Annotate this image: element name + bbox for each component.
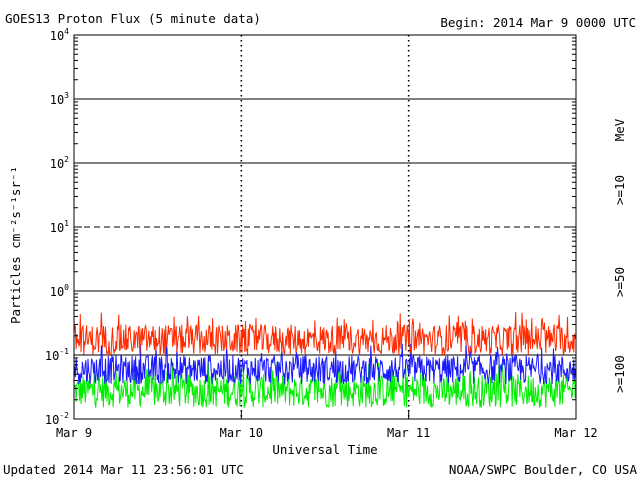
- y-tick-label: 100: [50, 283, 69, 299]
- begin-time-label: Begin: 2014 Mar 9 0000 UTC: [440, 15, 636, 30]
- legend-series-100mev: >=100: [612, 355, 627, 393]
- x-tick-label: Mar 9: [56, 426, 92, 440]
- y-tick-label: 102: [50, 155, 69, 171]
- y-tick-label: 104: [50, 27, 69, 43]
- x-axis-label: Universal Time: [272, 442, 377, 457]
- y-tick-label: 103: [50, 91, 69, 107]
- y-tick-label: 101: [50, 219, 69, 235]
- series-line-ge50mev: [73, 342, 577, 385]
- y-tick-label: 10-2: [45, 411, 69, 427]
- series-layer: [73, 311, 577, 408]
- legend-series-10mev: >=10: [612, 175, 627, 205]
- legend-series-50mev: >=50: [612, 267, 627, 297]
- x-tick-label: Mar 11: [387, 426, 430, 440]
- y-tick-label: 10-1: [45, 347, 69, 363]
- legend-unit-mev: MeV: [612, 118, 627, 141]
- energy-legend: MeV >=10 >=50 >=100: [612, 118, 627, 393]
- y-axis-ticks: 10-2 10-1 100 101 102 103 104: [45, 27, 576, 427]
- chart-title: GOES13 Proton Flux (5 minute data): [5, 11, 261, 26]
- plot-area: [74, 35, 576, 419]
- series-line-ge10mev: [73, 311, 577, 357]
- x-tick-label: Mar 12: [554, 426, 597, 440]
- series-line-ge100mev: [73, 360, 577, 408]
- source-label: NOAA/SWPC Boulder, CO USA: [449, 462, 638, 477]
- y-axis-label: Particles cm⁻²s⁻¹sr⁻¹: [8, 166, 23, 324]
- updated-timestamp: Updated 2014 Mar 11 23:56:01 UTC: [3, 462, 244, 477]
- x-tick-label: Mar 10: [220, 426, 263, 440]
- x-axis-ticks: Mar 9 Mar 10 Mar 11 Mar 12: [56, 411, 598, 440]
